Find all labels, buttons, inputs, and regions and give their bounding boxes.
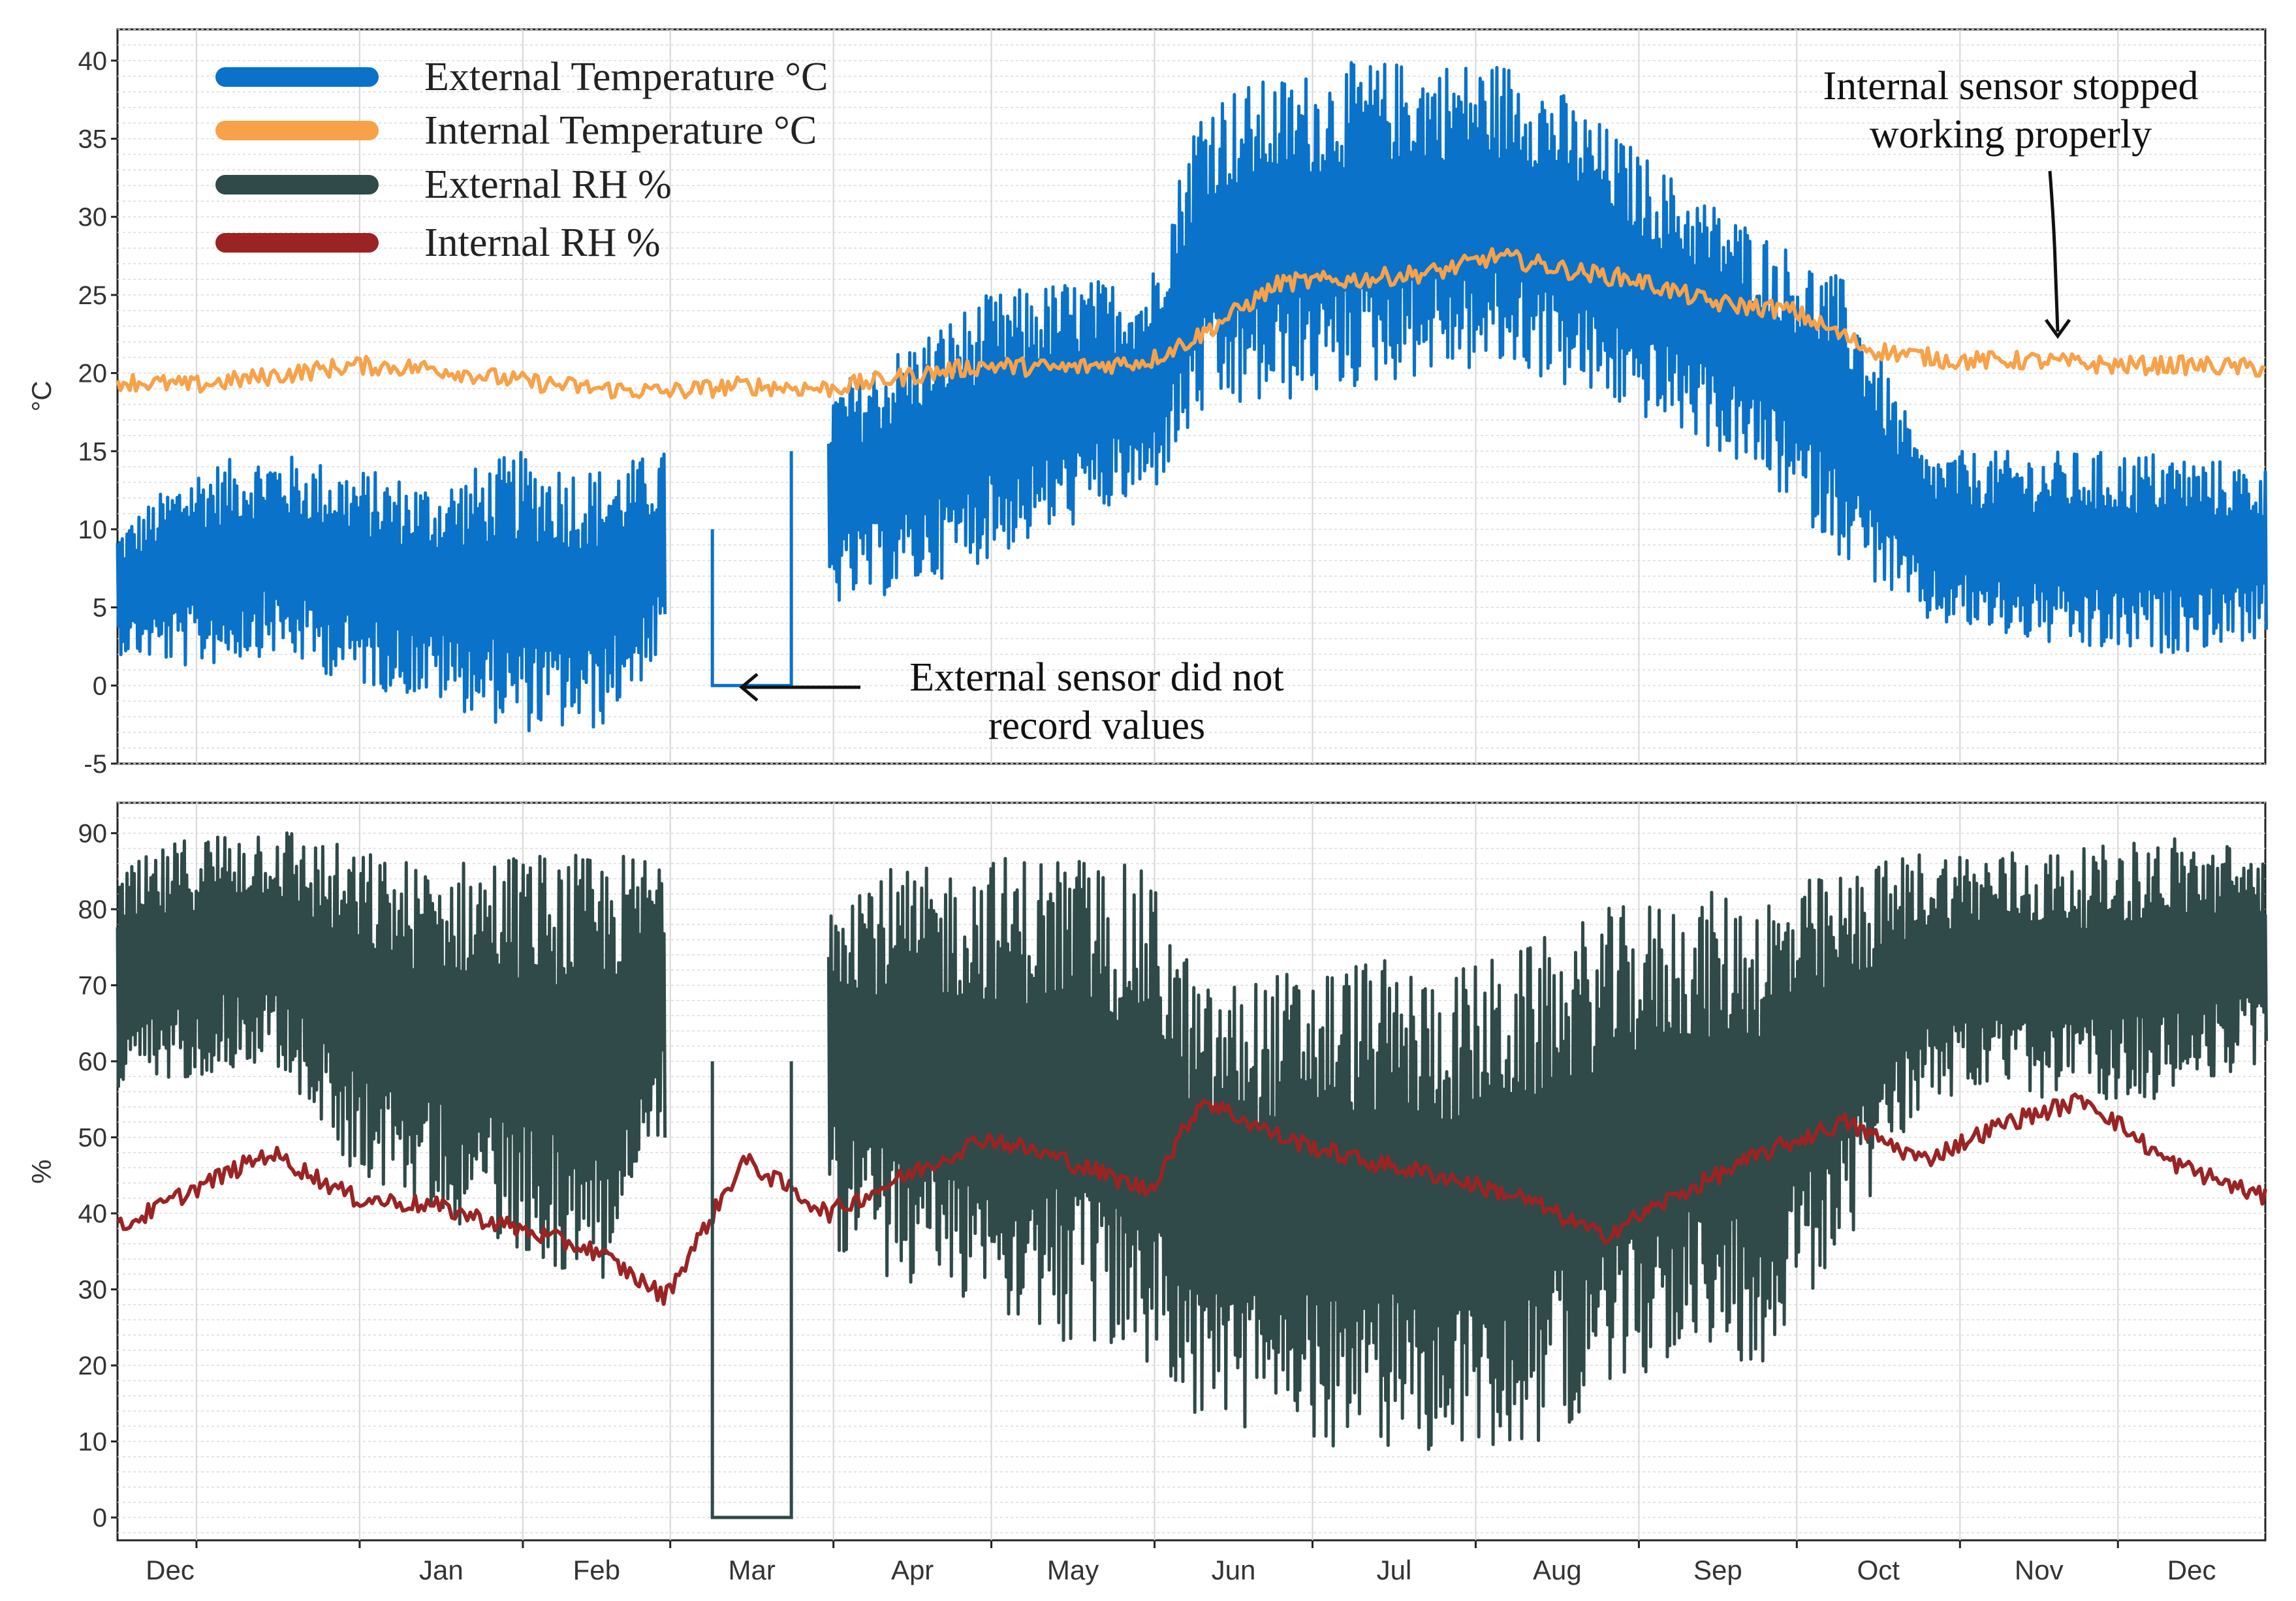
humidity-y-axis-label: % [26, 1159, 57, 1183]
legend: External Temperature °C Internal Tempera… [215, 55, 828, 265]
annotation-arrow-left [739, 673, 860, 702]
temperature-y-tick-label: 10 [78, 516, 108, 544]
humidity-missing-data-trace [710, 1061, 793, 1519]
month-label: May [1047, 1555, 1099, 1585]
humidity-y-tick-label: 40 [78, 1200, 108, 1228]
month-label: Jul [1377, 1555, 1412, 1585]
annotation-arrow-down [2044, 170, 2071, 339]
temperature-y-tick-label: 0 [93, 672, 107, 700]
humidity-series-0 [116, 831, 2268, 1452]
humidity-y-tick-label: 0 [93, 1504, 107, 1532]
humidity-y-tick-label: 70 [78, 972, 108, 1001]
temperature-y-tick-label: 40 [78, 47, 108, 76]
legend-label-external-rh: External RH % [424, 163, 672, 207]
temperature-y-tick-label: -5 [84, 750, 107, 779]
humidity-y-tick-label: 30 [78, 1276, 108, 1305]
humidity-y-tick-label: 20 [78, 1352, 108, 1380]
legend-label-internal-rh: Internal RH % [424, 221, 661, 265]
month-label: Nov [2015, 1555, 2064, 1585]
temperature-series-1 [116, 247, 2267, 400]
annotation-external-sensor-line2: record values [988, 704, 1205, 748]
temperature-series-0 [116, 61, 2268, 733]
legend-label-internal-temperature: Internal Temperature °C [424, 108, 817, 153]
humidity-y-tick-label: 90 [78, 820, 108, 848]
humidity-y-tick-label: 50 [78, 1124, 108, 1153]
humidity-y-ticks: 0 10 20 30 40 50 60 70 80 90 [78, 820, 118, 1532]
humidity-series-1 [116, 1092, 2267, 1306]
temperature-y-ticks: -5 0 5 10 15 20 25 30 35 40 [78, 47, 118, 779]
month-label: Oct [1857, 1555, 1900, 1585]
month-label: Feb [573, 1555, 620, 1585]
annotations: External sensor did not record values In… [739, 64, 2199, 748]
humidity-y-tick-label: 80 [78, 895, 108, 924]
annotation-external-sensor-line1: External sensor did not [909, 655, 1283, 700]
temperature-series [116, 61, 2268, 733]
temperature-panel: -5 0 5 10 15 20 25 30 35 40 °C [26, 28, 2268, 779]
month-label: Dec [2167, 1555, 2216, 1585]
temperature-y-tick-label: 20 [78, 360, 108, 388]
humidity-y-tick-label: 60 [78, 1048, 108, 1076]
temperature-missing-data-trace [710, 451, 793, 687]
annotation-internal-sensor-line2: working properly [1870, 112, 2152, 157]
annotation-internal-sensor-line1: Internal sensor stopped [1823, 64, 2198, 108]
month-label: Jan [419, 1555, 464, 1585]
temperature-y-tick-label: 15 [78, 437, 108, 466]
month-label: Jun [1212, 1555, 1256, 1585]
month-axis: Dec Jan Feb Mar Apr May Jun Jul Aug Sep Oct Nov Dec [146, 1540, 2216, 1585]
temperature-y-tick-label: 35 [78, 125, 108, 154]
humidity-y-tick-label: 10 [78, 1428, 108, 1457]
temperature-y-tick-label: 5 [93, 594, 107, 623]
month-label: Dec [146, 1555, 195, 1585]
temperature-y-tick-label: 30 [78, 203, 108, 232]
humidity-panel: 0 10 20 30 40 50 60 70 80 90 % [26, 801, 2268, 1542]
legend-label-external-temperature: External Temperature °C [424, 55, 828, 99]
month-label: Aug [1533, 1555, 1582, 1585]
month-label: Sep [1693, 1555, 1742, 1585]
temperature-y-tick-label: 25 [78, 281, 108, 310]
month-label: Mar [729, 1555, 776, 1585]
humidity-series [116, 831, 2268, 1519]
month-label: Apr [891, 1555, 934, 1585]
temperature-y-axis-label: °C [26, 381, 57, 411]
